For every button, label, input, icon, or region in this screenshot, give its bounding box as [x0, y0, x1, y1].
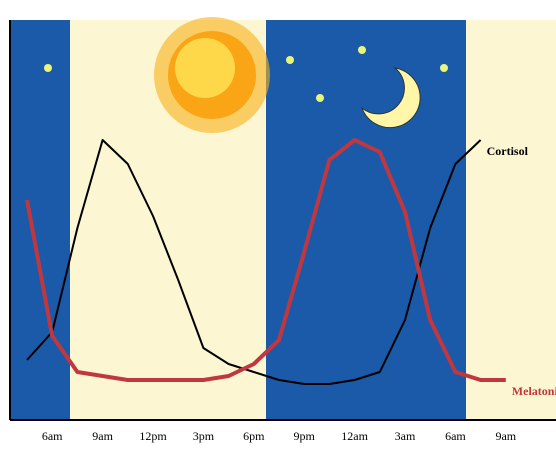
x-tick-label: 9am [92, 429, 113, 443]
sun [154, 17, 270, 133]
x-tick-label: 6am [445, 429, 466, 443]
x-tick-label: 6am [42, 429, 63, 443]
page: 6am 9am 12pm 3pm 6pm 9pm 12am 3am 6am 9am Cortisol… [0, 0, 556, 450]
x-tick-label: 9am [495, 429, 516, 443]
series-label: Melatonin [512, 384, 556, 398]
day-band [466, 20, 556, 420]
x-tick-label: 12am [341, 429, 368, 443]
series-label: Cortisol [487, 144, 529, 158]
x-tick-label: 9pm [294, 429, 316, 443]
x-tick-label: 12pm [139, 429, 167, 443]
night-band [10, 20, 70, 420]
chart: 6am 9am 12pm 3pm 6pm 9pm 12am 3am 6am 9am Cortisol… [0, 0, 556, 450]
night-band [266, 20, 466, 420]
x-tick-label: 3am [395, 429, 416, 443]
x-tick-label: 6pm [243, 429, 265, 443]
x-tick-label: 3pm [193, 429, 215, 443]
